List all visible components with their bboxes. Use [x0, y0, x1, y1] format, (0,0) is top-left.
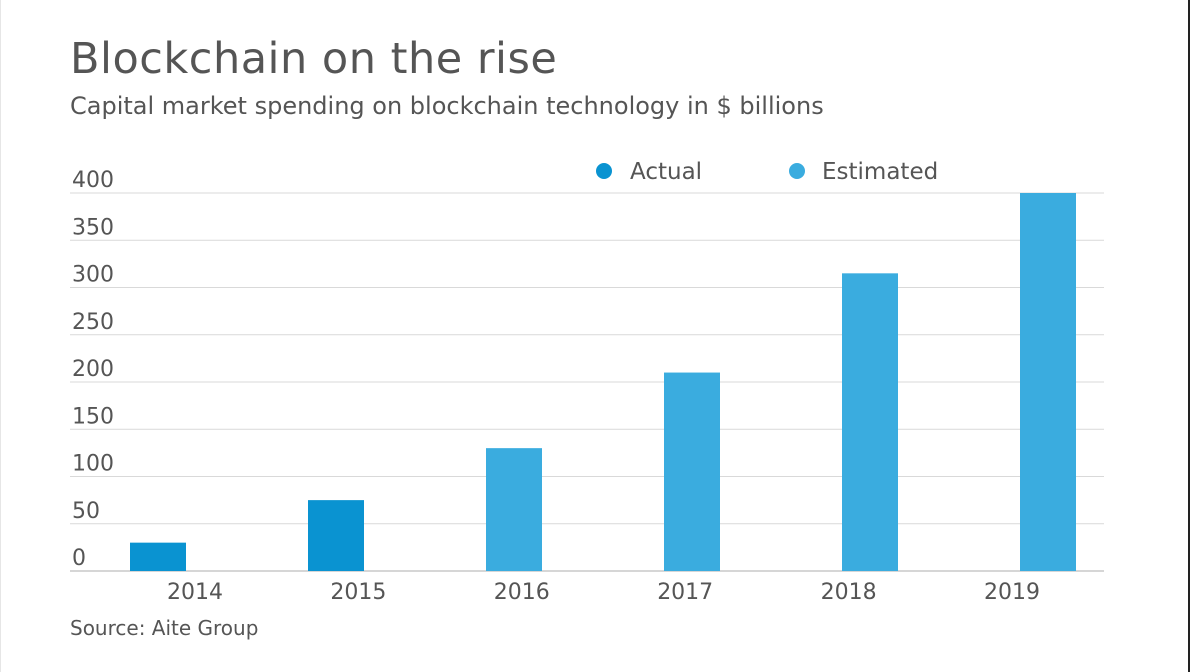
bar-2017: [664, 372, 720, 571]
x-tick-label: 2018: [821, 580, 877, 605]
legend-marker-actual: [596, 163, 612, 179]
y-tick-label: 250: [72, 310, 114, 335]
x-tick-label: 2016: [494, 580, 550, 605]
y-tick-label: 300: [72, 263, 114, 288]
y-tick-label: 100: [72, 452, 114, 477]
x-tick-label: 2014: [167, 580, 223, 605]
y-tick-label: 200: [72, 357, 114, 382]
bar-2016: [486, 448, 542, 571]
bar-2018: [842, 273, 898, 571]
legend-marker-estimated: [789, 163, 805, 179]
y-tick-label: 350: [72, 215, 114, 240]
legend-label-estimated: Estimated: [822, 159, 938, 185]
y-tick-label: 150: [72, 404, 114, 429]
y-tick-label: 50: [72, 499, 100, 524]
bar-2015: [308, 500, 364, 571]
legend-label-actual: Actual: [630, 159, 702, 185]
x-tick-label: 2015: [330, 580, 386, 605]
y-tick-label: 0: [72, 546, 86, 571]
bar-2014: [130, 542, 186, 571]
chart-subtitle: Capital market spending on blockchain te…: [70, 92, 824, 120]
y-tick-label: 400: [72, 168, 114, 193]
chart-source: Source: Aite Group: [70, 616, 259, 640]
x-tick-label: 2019: [984, 580, 1040, 605]
chart-title: Blockchain on the rise: [70, 34, 558, 84]
x-tick-label: 2017: [657, 580, 713, 605]
bar-2019: [1020, 193, 1076, 571]
